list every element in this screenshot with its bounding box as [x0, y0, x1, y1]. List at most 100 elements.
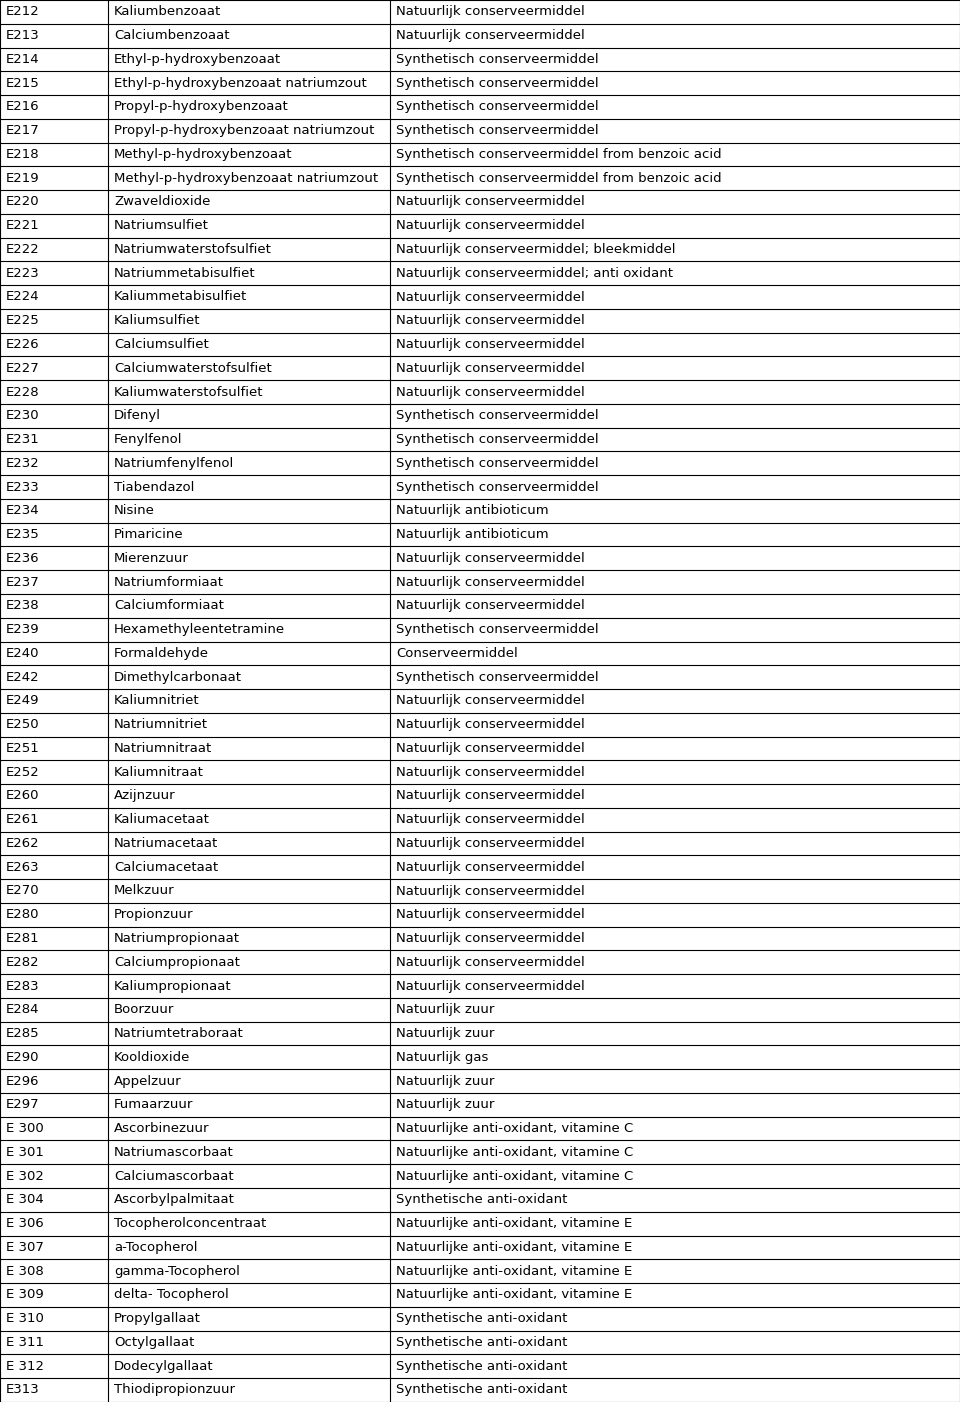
Text: Synthetisch conserveermiddel: Synthetisch conserveermiddel — [396, 670, 599, 684]
Text: Tiabendazol: Tiabendazol — [114, 481, 194, 494]
Text: Natuurlijk conserveermiddel: Natuurlijk conserveermiddel — [396, 576, 585, 589]
Text: Natuurlijk conserveermiddel: Natuurlijk conserveermiddel — [396, 386, 585, 398]
Text: Dodecylgallaat: Dodecylgallaat — [114, 1360, 214, 1373]
Text: Natuurlijke anti-oxidant, vitamine E: Natuurlijke anti-oxidant, vitamine E — [396, 1241, 633, 1253]
Text: Kaliumacetaat: Kaliumacetaat — [114, 813, 210, 826]
Text: E215: E215 — [6, 77, 39, 90]
Text: E227: E227 — [6, 362, 39, 374]
Text: E283: E283 — [6, 980, 39, 993]
Text: Propyl-p-hydroxybenzoaat natriumzout: Propyl-p-hydroxybenzoaat natriumzout — [114, 125, 374, 137]
Text: E270: E270 — [6, 885, 39, 897]
Text: Natuurlijk conserveermiddel: Natuurlijk conserveermiddel — [396, 742, 585, 754]
Text: E220: E220 — [6, 195, 39, 209]
Text: Natuurlijk conserveermiddel: Natuurlijk conserveermiddel — [396, 908, 585, 921]
Text: Natuurlijke anti-oxidant, vitamine E: Natuurlijke anti-oxidant, vitamine E — [396, 1265, 633, 1277]
Text: Natuurlijk conserveermiddel: Natuurlijk conserveermiddel — [396, 29, 585, 42]
Text: Difenyl: Difenyl — [114, 409, 161, 422]
Text: Ascorbylpalmitaat: Ascorbylpalmitaat — [114, 1193, 235, 1206]
Text: Natuurlijke anti-oxidant, vitamine E: Natuurlijke anti-oxidant, vitamine E — [396, 1288, 633, 1301]
Text: Natuurlijk conserveermiddel: Natuurlijk conserveermiddel — [396, 861, 585, 873]
Text: E228: E228 — [6, 386, 39, 398]
Text: E236: E236 — [6, 552, 39, 565]
Text: E285: E285 — [6, 1028, 39, 1040]
Text: E249: E249 — [6, 694, 39, 708]
Text: Methyl-p-hydroxybenzoaat: Methyl-p-hydroxybenzoaat — [114, 149, 293, 161]
Text: E212: E212 — [6, 6, 39, 18]
Text: E280: E280 — [6, 908, 39, 921]
Text: E 300: E 300 — [6, 1122, 44, 1136]
Text: E250: E250 — [6, 718, 39, 732]
Text: E 310: E 310 — [6, 1312, 44, 1325]
Text: Fumaarzuur: Fumaarzuur — [114, 1098, 193, 1112]
Text: delta- Tocopherol: delta- Tocopherol — [114, 1288, 228, 1301]
Text: E242: E242 — [6, 670, 39, 684]
Text: Kaliumsulfiet: Kaliumsulfiet — [114, 314, 201, 327]
Text: Thiodipropionzuur: Thiodipropionzuur — [114, 1384, 235, 1396]
Text: Synthetisch conserveermiddel: Synthetisch conserveermiddel — [396, 622, 599, 637]
Text: Fenylfenol: Fenylfenol — [114, 433, 182, 446]
Text: Natuurlijk conserveermiddel: Natuurlijk conserveermiddel — [396, 885, 585, 897]
Text: Calciumwaterstofsulfiet: Calciumwaterstofsulfiet — [114, 362, 272, 374]
Text: Zwaveldioxide: Zwaveldioxide — [114, 195, 210, 209]
Text: E217: E217 — [6, 125, 39, 137]
Text: E 306: E 306 — [6, 1217, 44, 1230]
Text: Natuurlijk conserveermiddel: Natuurlijk conserveermiddel — [396, 789, 585, 802]
Text: Synthetisch conserveermiddel: Synthetisch conserveermiddel — [396, 125, 599, 137]
Text: E231: E231 — [6, 433, 39, 446]
Text: E284: E284 — [6, 1004, 39, 1016]
Text: Kaliumwaterstofsulfiet: Kaliumwaterstofsulfiet — [114, 386, 263, 398]
Text: Calciumpropionaat: Calciumpropionaat — [114, 956, 240, 969]
Text: Natuurlijk zuur: Natuurlijk zuur — [396, 1028, 494, 1040]
Text: Natuurlijk conserveermiddel: Natuurlijk conserveermiddel — [396, 219, 585, 233]
Text: Kaliumnitraat: Kaliumnitraat — [114, 765, 204, 778]
Text: E238: E238 — [6, 600, 39, 613]
Text: Natuurlijk conserveermiddel: Natuurlijk conserveermiddel — [396, 314, 585, 327]
Text: Kaliumbenzoaat: Kaliumbenzoaat — [114, 6, 221, 18]
Text: Calciumformiaat: Calciumformiaat — [114, 600, 224, 613]
Text: E226: E226 — [6, 338, 39, 350]
Text: Natuurlijke anti-oxidant, vitamine C: Natuurlijke anti-oxidant, vitamine C — [396, 1145, 634, 1159]
Text: Hexamethyleentetramine: Hexamethyleentetramine — [114, 622, 285, 637]
Text: Synthetisch conserveermiddel from benzoic acid: Synthetisch conserveermiddel from benzoi… — [396, 149, 722, 161]
Text: E213: E213 — [6, 29, 39, 42]
Text: Conserveermiddel: Conserveermiddel — [396, 646, 517, 660]
Text: Natuurlijk conserveermiddel: Natuurlijk conserveermiddel — [396, 813, 585, 826]
Text: Propionzuur: Propionzuur — [114, 908, 194, 921]
Text: E281: E281 — [6, 932, 39, 945]
Text: E219: E219 — [6, 171, 39, 185]
Text: E221: E221 — [6, 219, 39, 233]
Text: Mierenzuur: Mierenzuur — [114, 552, 189, 565]
Text: Natuurlijk zuur: Natuurlijk zuur — [396, 1004, 494, 1016]
Text: Appelzuur: Appelzuur — [114, 1074, 181, 1088]
Text: Natuurlijk conserveermiddel: Natuurlijk conserveermiddel — [396, 6, 585, 18]
Text: Natriumnitraat: Natriumnitraat — [114, 742, 212, 754]
Text: Natuurlijk conserveermiddel: Natuurlijk conserveermiddel — [396, 980, 585, 993]
Text: Synthetisch conserveermiddel: Synthetisch conserveermiddel — [396, 101, 599, 114]
Text: E 311: E 311 — [6, 1336, 44, 1349]
Text: E290: E290 — [6, 1052, 39, 1064]
Text: Octylgallaat: Octylgallaat — [114, 1336, 194, 1349]
Text: Pimaricine: Pimaricine — [114, 529, 183, 541]
Text: Calciumacetaat: Calciumacetaat — [114, 861, 218, 873]
Text: Natriumpropionaat: Natriumpropionaat — [114, 932, 240, 945]
Text: E261: E261 — [6, 813, 39, 826]
Text: Melkzuur: Melkzuur — [114, 885, 175, 897]
Text: Natriumacetaat: Natriumacetaat — [114, 837, 218, 850]
Text: Natuurlijk gas: Natuurlijk gas — [396, 1052, 489, 1064]
Text: Natuurlijk conserveermiddel: Natuurlijk conserveermiddel — [396, 552, 585, 565]
Text: Natuurlijke anti-oxidant, vitamine E: Natuurlijke anti-oxidant, vitamine E — [396, 1217, 633, 1230]
Text: Natriumformiaat: Natriumformiaat — [114, 576, 224, 589]
Text: Calciumbenzoaat: Calciumbenzoaat — [114, 29, 229, 42]
Text: Natriumnitriet: Natriumnitriet — [114, 718, 208, 732]
Text: Synthetisch conserveermiddel: Synthetisch conserveermiddel — [396, 433, 599, 446]
Text: Methyl-p-hydroxybenzoaat natriumzout: Methyl-p-hydroxybenzoaat natriumzout — [114, 171, 378, 185]
Text: E 301: E 301 — [6, 1145, 44, 1159]
Text: Propylgallaat: Propylgallaat — [114, 1312, 201, 1325]
Text: Dimethylcarbonaat: Dimethylcarbonaat — [114, 670, 242, 684]
Text: Kaliummetabisulfiet: Kaliummetabisulfiet — [114, 290, 248, 303]
Text: E 304: E 304 — [6, 1193, 44, 1206]
Text: Natuurlijk conserveermiddel; bleekmiddel: Natuurlijk conserveermiddel; bleekmiddel — [396, 243, 676, 257]
Text: Boorzuur: Boorzuur — [114, 1004, 175, 1016]
Text: E224: E224 — [6, 290, 39, 303]
Text: E 309: E 309 — [6, 1288, 44, 1301]
